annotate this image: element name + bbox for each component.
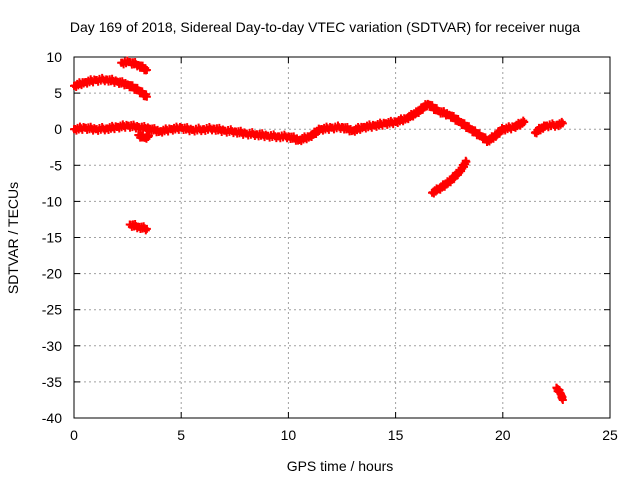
series-short-dip xyxy=(134,130,154,143)
series-minus36-segment xyxy=(552,383,567,404)
x-tick-label: 15 xyxy=(388,427,404,443)
data-point xyxy=(145,131,154,140)
y-axis-label: SDTVAR / TECUs xyxy=(5,182,21,294)
data-point xyxy=(558,395,567,404)
data-point-fill xyxy=(557,117,566,126)
plot-frame xyxy=(73,56,611,419)
x-tick-label: 25 xyxy=(602,427,618,443)
x-tick-label: 20 xyxy=(495,427,511,443)
series-rising-segment xyxy=(428,156,471,198)
y-tick-label: -35 xyxy=(42,374,62,390)
y-tick-label: -40 xyxy=(42,410,62,426)
chart-title: Day 169 of 2018, Sidereal Day-to-day VTE… xyxy=(70,19,580,35)
y-tick-label: 10 xyxy=(46,49,62,65)
y-tick-label: 5 xyxy=(54,85,62,101)
series-top-arc xyxy=(117,56,151,75)
y-tick-label: -20 xyxy=(42,266,62,282)
series-main-trace xyxy=(70,99,529,147)
data-point xyxy=(142,224,151,233)
x-tick-label: 0 xyxy=(70,427,78,443)
data-point-fill xyxy=(141,226,150,235)
series-late-trace xyxy=(530,117,567,138)
x-tick-label: 5 xyxy=(177,427,185,443)
data-point xyxy=(558,119,567,128)
data-point xyxy=(142,92,151,101)
x-axis-label: GPS time / hours xyxy=(287,458,394,474)
series-minus13-segment xyxy=(125,220,151,235)
y-tick-label: -30 xyxy=(42,338,62,354)
y-tick-label: -10 xyxy=(42,193,62,209)
series-upper-arc xyxy=(70,73,151,101)
grid-lines xyxy=(74,57,610,418)
y-tick-label: -5 xyxy=(50,157,63,173)
y-tick-label: -25 xyxy=(42,302,62,318)
data-points xyxy=(70,56,567,404)
y-tick-label: -15 xyxy=(42,230,62,246)
y-tick-label: 0 xyxy=(54,121,62,137)
data-point xyxy=(462,157,471,166)
axis-ticks: 0 5 10 15 20 25 10 5 0 -5 -10 -15 -20 -25 -30 -35 -40 xyxy=(42,49,618,443)
x-tick-label: 10 xyxy=(281,427,297,443)
data-point xyxy=(520,117,529,126)
data-point xyxy=(142,65,151,74)
